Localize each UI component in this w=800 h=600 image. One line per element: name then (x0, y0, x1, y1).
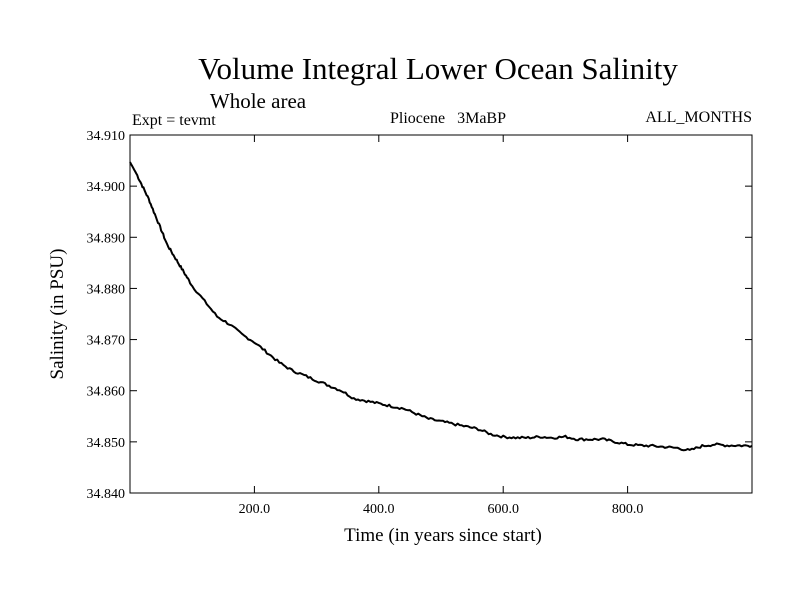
x-tick-label: 800.0 (612, 502, 644, 517)
y-tick-label: 34.850 (87, 436, 126, 451)
x-tick-label: 400.0 (363, 502, 395, 517)
x-tick-label: 600.0 (487, 502, 519, 517)
experiment-label: Expt = tevmt (132, 112, 216, 129)
y-tick-label: 34.860 (87, 385, 126, 400)
y-tick-label: 34.880 (87, 282, 126, 297)
plot-frame (129, 134, 753, 494)
x-axis: 200.0 400.0 600.0 800.0 (239, 135, 644, 517)
series-line-salinity (129, 161, 753, 452)
y-axis-label: Salinity (in PSU) (47, 249, 68, 380)
y-tick-label: 34.910 (87, 129, 126, 144)
y-tick-label: 34.900 (87, 180, 126, 195)
months-label: ALL_MONTHS (645, 109, 752, 126)
y-tick-label: 34.840 (87, 487, 126, 502)
y-tick-label: 34.870 (87, 334, 126, 349)
y-axis: 34.840 34.850 34.860 34.870 34.880 34.890 34.9… (87, 129, 752, 502)
chart-title: Volume Integral Lower Ocean Salinity (198, 51, 678, 86)
chart-subtitle: Whole area (210, 89, 307, 113)
period-label: Pliocene 3MaBP (390, 110, 506, 127)
x-axis-label: Time (in years since start) (344, 525, 542, 546)
y-tick-label: 34.890 (87, 231, 126, 246)
x-tick-label: 200.0 (239, 502, 271, 517)
